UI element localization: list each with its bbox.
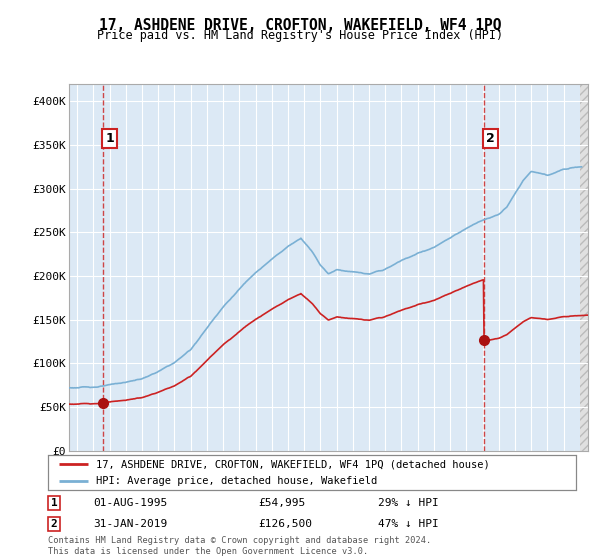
- Text: HPI: Average price, detached house, Wakefield: HPI: Average price, detached house, Wake…: [95, 476, 377, 486]
- Text: 1: 1: [50, 498, 58, 508]
- Text: 2: 2: [487, 132, 495, 144]
- Text: 31-JAN-2019: 31-JAN-2019: [93, 519, 167, 529]
- Text: 17, ASHDENE DRIVE, CROFTON, WAKEFIELD, WF4 1PQ (detached house): 17, ASHDENE DRIVE, CROFTON, WAKEFIELD, W…: [95, 459, 489, 469]
- Text: £126,500: £126,500: [258, 519, 312, 529]
- Text: 29% ↓ HPI: 29% ↓ HPI: [378, 498, 439, 508]
- Text: Price paid vs. HM Land Registry's House Price Index (HPI): Price paid vs. HM Land Registry's House …: [97, 29, 503, 42]
- Text: 2: 2: [50, 519, 58, 529]
- Text: Contains HM Land Registry data © Crown copyright and database right 2024.
This d: Contains HM Land Registry data © Crown c…: [48, 536, 431, 556]
- Bar: [580, 84, 588, 451]
- Text: £54,995: £54,995: [258, 498, 305, 508]
- Text: 47% ↓ HPI: 47% ↓ HPI: [378, 519, 439, 529]
- Text: 01-AUG-1995: 01-AUG-1995: [93, 498, 167, 508]
- Text: 17, ASHDENE DRIVE, CROFTON, WAKEFIELD, WF4 1PQ: 17, ASHDENE DRIVE, CROFTON, WAKEFIELD, W…: [99, 18, 501, 33]
- Text: 1: 1: [105, 132, 114, 144]
